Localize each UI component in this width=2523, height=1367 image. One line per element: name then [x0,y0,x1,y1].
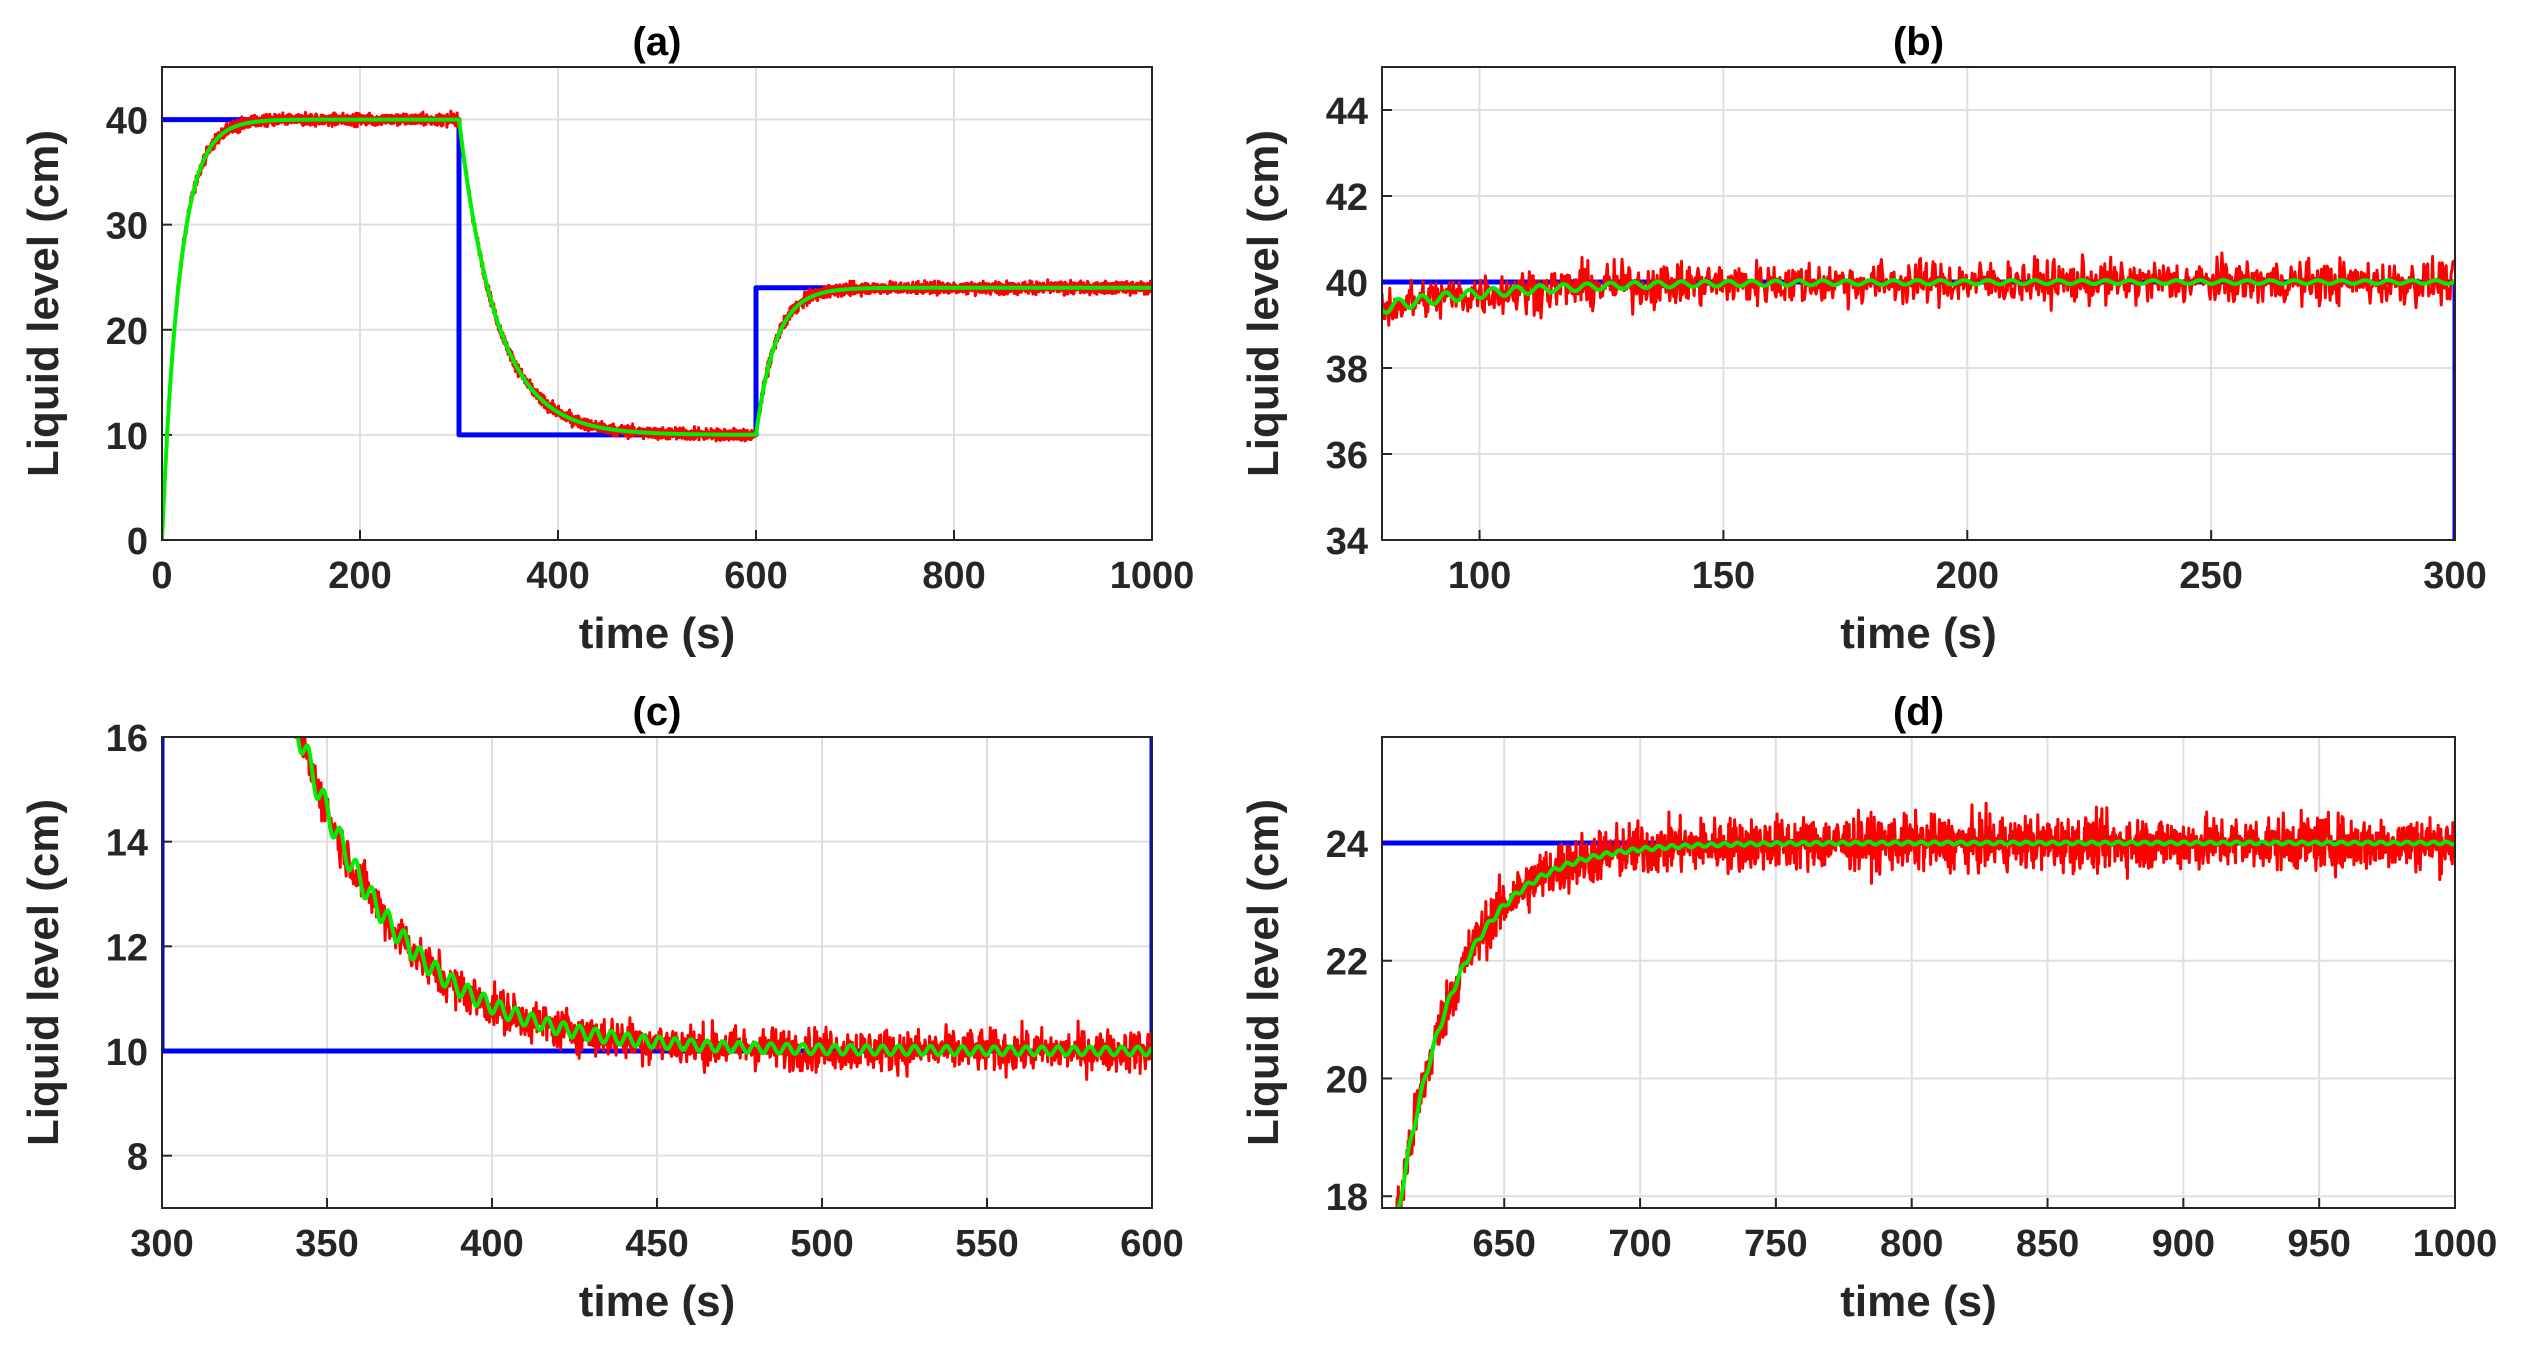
y-tick-label: 34 [1326,521,1368,563]
plot-area [162,109,1152,540]
panel-d: 650 700 750 800 850 900 950 1000 18 20 22 24 (d) time… [1239,690,2497,1326]
y-tick-label: 42 [1326,177,1368,219]
x-axis-label: time (s) [1840,1277,1996,1326]
y-tick-label: 20 [106,311,148,353]
x-tick-label: 200 [1936,555,1999,597]
panel-title: (b) [1893,20,1944,64]
x-tick-label: 350 [295,1223,358,1265]
y-tick-label: 14 [106,823,148,865]
series-measured-line [293,737,1152,1081]
x-axis-label: time (s) [1840,609,1996,658]
y-axis-label: Liquid level (cm) [1239,130,1288,477]
x-tick-label: 800 [922,555,985,597]
x-tick-label: 550 [955,1223,1018,1265]
y-tick-label: 38 [1326,349,1368,391]
x-tick-label: 200 [328,555,391,597]
x-tick-label: 300 [2423,555,2486,597]
y-tick-label: 12 [106,927,148,969]
y-tick-label: 36 [1326,435,1368,477]
x-tick-label: 250 [2179,555,2242,597]
plot-area [1382,251,2455,540]
x-tick-label: 950 [2287,1223,2350,1265]
axes-box [161,736,1153,1209]
y-tick-label: 8 [127,1137,148,1179]
x-tick-label: 700 [1608,1223,1671,1265]
x-tick-label: 500 [790,1223,853,1265]
y-tick-label: 16 [106,718,148,760]
y-axis-label: Liquid level (cm) [19,130,68,477]
series-measured-line [1382,251,2455,327]
axes-box [1381,66,2456,541]
y-tick-label: 20 [1326,1059,1368,1101]
y-tick-label: 0 [127,521,148,563]
series-setpoint-line [162,737,1152,1054]
x-tick-label: 1000 [1110,555,1195,597]
series-estimated-line [295,737,1152,1058]
plot-area [162,737,1152,1081]
series-estimated-line [1382,278,2455,315]
x-tick-label: 1000 [2413,1223,2498,1265]
x-tick-label: 800 [1880,1223,1943,1265]
series-measured-line [162,109,1152,538]
x-tick-label: 900 [2152,1223,2215,1265]
panel-title: (d) [1893,690,1944,734]
x-tick-label: 300 [130,1223,193,1265]
y-tick-label: 40 [106,101,148,143]
panel-a: 0 200 400 600 800 1000 0 10 20 30 40 (a) time (s) Liq… [19,20,1194,658]
x-axis-label: time (s) [579,609,735,658]
x-tick-label: 100 [1448,555,1511,597]
y-axis-label: Liquid level (cm) [19,799,68,1146]
series-estimated-line [162,117,1152,540]
x-axis-label: time (s) [579,1277,735,1326]
x-tick-label: 600 [1120,1223,1183,1265]
panel-title: (c) [633,690,682,734]
x-tick-label: 650 [1473,1223,1536,1265]
y-tick-label: 22 [1326,942,1368,984]
y-tick-label: 18 [1326,1177,1368,1219]
x-tick-label: 600 [724,555,787,597]
y-tick-label: 10 [106,416,148,458]
x-tick-label: 750 [1744,1223,1807,1265]
series-setpoint-line [162,117,1152,438]
x-tick-label: 150 [1692,555,1755,597]
y-tick-label: 40 [1326,263,1368,305]
axes-box [161,66,1153,541]
y-tick-label: 44 [1326,91,1368,133]
plot-area [1382,801,2455,1208]
series-estimated-line [1396,839,2455,1208]
x-tick-label: 0 [151,555,172,597]
panel-title: (a) [633,20,682,64]
panel-b: 100 150 200 250 300 34 36 38 40 42 44 (b) time (s) Li… [1239,20,2487,658]
x-tick-label: 400 [526,555,589,597]
x-tick-label: 850 [2016,1223,2079,1265]
y-tick-label: 30 [106,206,148,248]
y-axis-label: Liquid level (cm) [1239,799,1288,1146]
series-setpoint-line [1382,279,2455,540]
x-tick-label: 400 [460,1223,523,1265]
y-tick-label: 24 [1326,824,1368,866]
x-tick-label: 450 [625,1223,688,1265]
y-tick-label: 10 [106,1032,148,1074]
series-measured-line [1395,801,2455,1208]
axes-box [1381,736,2456,1209]
panel-c: 300 350 400 450 500 550 600 8 10 12 14 16 (c) time (s… [19,690,1184,1326]
